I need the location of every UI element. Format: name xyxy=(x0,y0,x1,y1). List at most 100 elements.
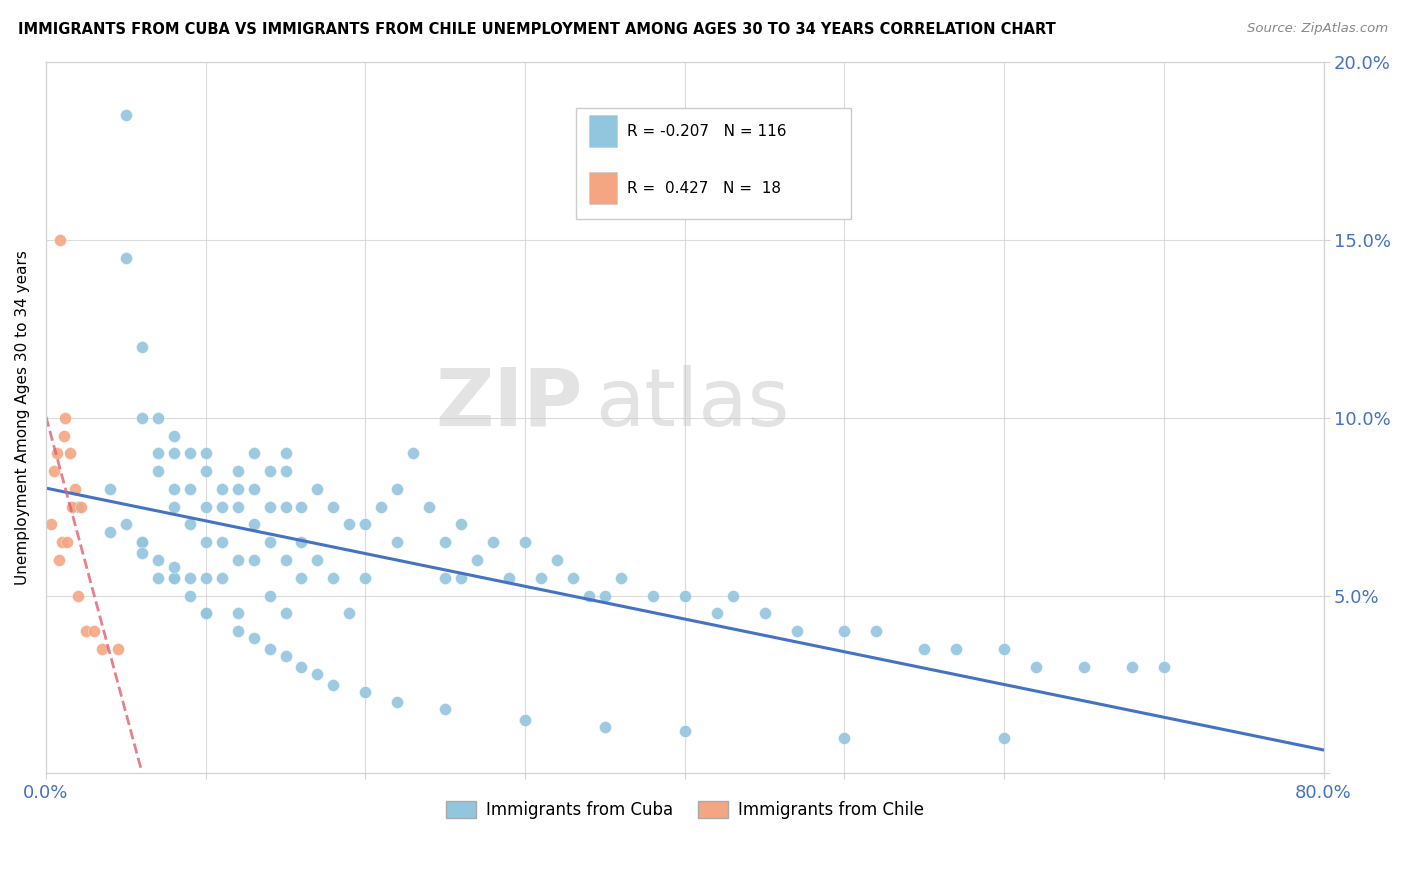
FancyBboxPatch shape xyxy=(589,172,617,204)
Point xyxy=(46,446,69,460)
Point xyxy=(593,720,616,734)
Point xyxy=(98,524,121,539)
Point xyxy=(211,571,233,585)
Point xyxy=(465,553,488,567)
Point xyxy=(83,624,105,639)
Point xyxy=(194,464,217,478)
Point xyxy=(63,482,86,496)
Text: R =  0.427   N =  18: R = 0.427 N = 18 xyxy=(627,181,782,196)
Point xyxy=(163,500,186,514)
Point xyxy=(107,642,129,657)
Point xyxy=(354,684,377,698)
Point xyxy=(179,589,201,603)
Point xyxy=(274,649,297,664)
Legend: Immigrants from Cuba, Immigrants from Chile: Immigrants from Cuba, Immigrants from Ch… xyxy=(439,794,931,826)
Point xyxy=(146,464,169,478)
Point xyxy=(434,702,457,716)
Point xyxy=(146,446,169,460)
Point xyxy=(179,571,201,585)
Point xyxy=(450,571,472,585)
Text: atlas: atlas xyxy=(595,365,790,442)
Point xyxy=(242,482,264,496)
Point xyxy=(194,571,217,585)
Y-axis label: Unemployment Among Ages 30 to 34 years: Unemployment Among Ages 30 to 34 years xyxy=(15,251,30,585)
Point xyxy=(259,642,281,657)
Point xyxy=(387,695,409,709)
Point xyxy=(513,713,536,727)
Point xyxy=(339,517,361,532)
Point xyxy=(131,546,153,560)
Point xyxy=(1025,659,1047,673)
Point xyxy=(70,500,93,514)
Point xyxy=(211,500,233,514)
Point xyxy=(578,589,600,603)
Point xyxy=(114,108,136,122)
Point xyxy=(434,571,457,585)
Point xyxy=(530,571,553,585)
Point xyxy=(194,500,217,514)
Point xyxy=(706,607,728,621)
Point xyxy=(259,464,281,478)
Point xyxy=(194,535,217,549)
Point xyxy=(993,731,1015,745)
Point xyxy=(610,571,633,585)
Point xyxy=(194,607,217,621)
Point xyxy=(163,571,186,585)
Point xyxy=(211,482,233,496)
Point xyxy=(146,410,169,425)
Point xyxy=(48,553,70,567)
Point xyxy=(754,607,776,621)
Point xyxy=(42,464,65,478)
Point xyxy=(194,446,217,460)
Point xyxy=(52,428,75,442)
Point xyxy=(114,251,136,265)
Point xyxy=(146,553,169,567)
Point xyxy=(402,446,425,460)
Point xyxy=(226,607,249,621)
Text: ZIP: ZIP xyxy=(436,365,582,442)
Point xyxy=(307,482,329,496)
Point xyxy=(242,553,264,567)
Point xyxy=(482,535,505,549)
Point xyxy=(274,446,297,460)
Point xyxy=(354,571,377,585)
Point xyxy=(641,589,664,603)
Point xyxy=(226,500,249,514)
Point xyxy=(434,535,457,549)
Point xyxy=(55,535,77,549)
Point xyxy=(131,340,153,354)
Point xyxy=(66,589,89,603)
Point xyxy=(387,482,409,496)
Point xyxy=(290,500,312,514)
Point xyxy=(194,607,217,621)
Point xyxy=(90,642,112,657)
FancyBboxPatch shape xyxy=(576,108,851,219)
Point xyxy=(49,233,72,247)
Point xyxy=(387,535,409,549)
Point xyxy=(673,723,696,738)
Point xyxy=(163,571,186,585)
Point xyxy=(274,500,297,514)
Text: IMMIGRANTS FROM CUBA VS IMMIGRANTS FROM CHILE UNEMPLOYMENT AMONG AGES 30 TO 34 Y: IMMIGRANTS FROM CUBA VS IMMIGRANTS FROM … xyxy=(18,22,1056,37)
Point xyxy=(339,607,361,621)
Point xyxy=(786,624,808,639)
Point xyxy=(242,517,264,532)
Point xyxy=(450,517,472,532)
Point xyxy=(226,482,249,496)
Point xyxy=(226,464,249,478)
Point xyxy=(513,535,536,549)
Point xyxy=(912,642,935,657)
Point xyxy=(834,624,856,639)
Point xyxy=(39,517,62,532)
Point xyxy=(51,535,73,549)
Point xyxy=(242,446,264,460)
Text: Source: ZipAtlas.com: Source: ZipAtlas.com xyxy=(1247,22,1388,36)
Point xyxy=(721,589,744,603)
Point xyxy=(1153,659,1175,673)
Point xyxy=(354,517,377,532)
Point xyxy=(274,607,297,621)
Point xyxy=(307,666,329,681)
Point xyxy=(1073,659,1095,673)
Point xyxy=(146,571,169,585)
Point xyxy=(945,642,967,657)
